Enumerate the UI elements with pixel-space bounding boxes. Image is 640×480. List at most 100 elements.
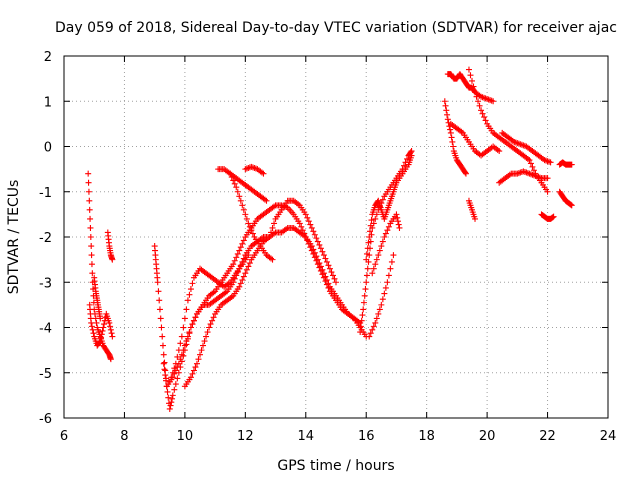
data-point [164, 388, 171, 395]
data-point [239, 240, 246, 247]
data-point [245, 252, 252, 259]
data-point [228, 174, 235, 181]
data-point [162, 372, 169, 379]
data-point [109, 256, 116, 263]
x-tick-label: 18 [418, 429, 435, 444]
data-point [245, 263, 252, 270]
data-point [384, 279, 391, 286]
series-arc-23 [538, 211, 557, 222]
data-point [367, 330, 374, 337]
data-point [260, 170, 267, 177]
data-point [387, 265, 394, 272]
data-point [362, 286, 369, 293]
data-point [156, 306, 163, 313]
data-point [396, 224, 403, 231]
data-point [323, 258, 330, 265]
data-point [239, 202, 246, 209]
y-axis-title: SDTVAR / TECUs [6, 180, 22, 295]
data-point [100, 324, 107, 331]
data-point [316, 264, 323, 271]
data-point [375, 310, 382, 317]
y-tick-label: -6 [39, 412, 52, 427]
data-point [320, 252, 327, 259]
data-point [240, 273, 247, 280]
data-point [171, 386, 178, 393]
data-point [245, 220, 252, 227]
data-point [97, 315, 104, 322]
data-point [379, 196, 386, 203]
y-tick-label: -1 [39, 186, 52, 201]
data-point [107, 356, 114, 363]
data-point [157, 315, 164, 322]
data-point [236, 283, 243, 290]
data-point [158, 324, 165, 331]
series-arc-9 [215, 166, 270, 204]
y-tick-label: -3 [39, 276, 52, 291]
data-point [172, 381, 179, 388]
data-point [401, 162, 407, 169]
series-arc-2 [86, 301, 116, 349]
data-point [304, 214, 311, 221]
data-point [385, 223, 392, 230]
data-point [107, 326, 114, 333]
data-point [93, 319, 100, 326]
data-point [178, 333, 185, 340]
data-point [86, 206, 93, 213]
data-point [449, 138, 456, 145]
data-point [359, 312, 366, 319]
data-point [364, 265, 371, 272]
data-point [313, 257, 320, 264]
grid [64, 56, 608, 418]
data-point [549, 214, 556, 221]
y-tick-label: -4 [39, 322, 52, 337]
data-point [381, 234, 388, 240]
series-arc-22 [496, 168, 551, 186]
data-point [184, 297, 191, 304]
data-point [190, 367, 197, 374]
data-point [266, 234, 273, 240]
data-point [319, 271, 326, 278]
data-point [181, 342, 188, 349]
data-point [325, 284, 332, 291]
data-point [234, 188, 241, 195]
data-point [333, 279, 339, 286]
series-arc-8 [181, 197, 339, 390]
data-point [187, 286, 194, 293]
data-point [378, 301, 385, 308]
series-arc-10 [227, 170, 276, 263]
series-arc-15 [369, 211, 403, 277]
series-arc-14 [366, 252, 397, 340]
data-point [395, 221, 402, 228]
data-point [174, 375, 181, 382]
data-point [204, 329, 211, 336]
data-point [404, 155, 411, 162]
data-point [298, 223, 305, 230]
data-point [190, 317, 197, 324]
data-point [472, 215, 479, 222]
data-point [323, 281, 330, 288]
data-point [203, 333, 210, 340]
data-point [367, 228, 373, 235]
data-point [357, 329, 364, 336]
data-point [328, 269, 335, 276]
data-point [85, 170, 92, 177]
data-point [299, 227, 306, 234]
data-point [526, 157, 533, 164]
data-point [544, 188, 551, 195]
data-point [187, 374, 194, 381]
data-point [363, 272, 370, 279]
x-axis-title: GPS time / hours [277, 458, 394, 474]
data-point [361, 292, 368, 299]
data-point [544, 175, 551, 182]
data-point [271, 220, 278, 227]
data-point [384, 227, 391, 234]
data-point [192, 364, 199, 371]
series-arc-4 [104, 229, 116, 263]
data-point [174, 353, 181, 360]
data-point [496, 148, 503, 155]
data-point [209, 317, 216, 324]
data-point [189, 370, 196, 377]
data-point [99, 327, 106, 334]
data-point [296, 220, 303, 227]
data-point [472, 89, 479, 96]
